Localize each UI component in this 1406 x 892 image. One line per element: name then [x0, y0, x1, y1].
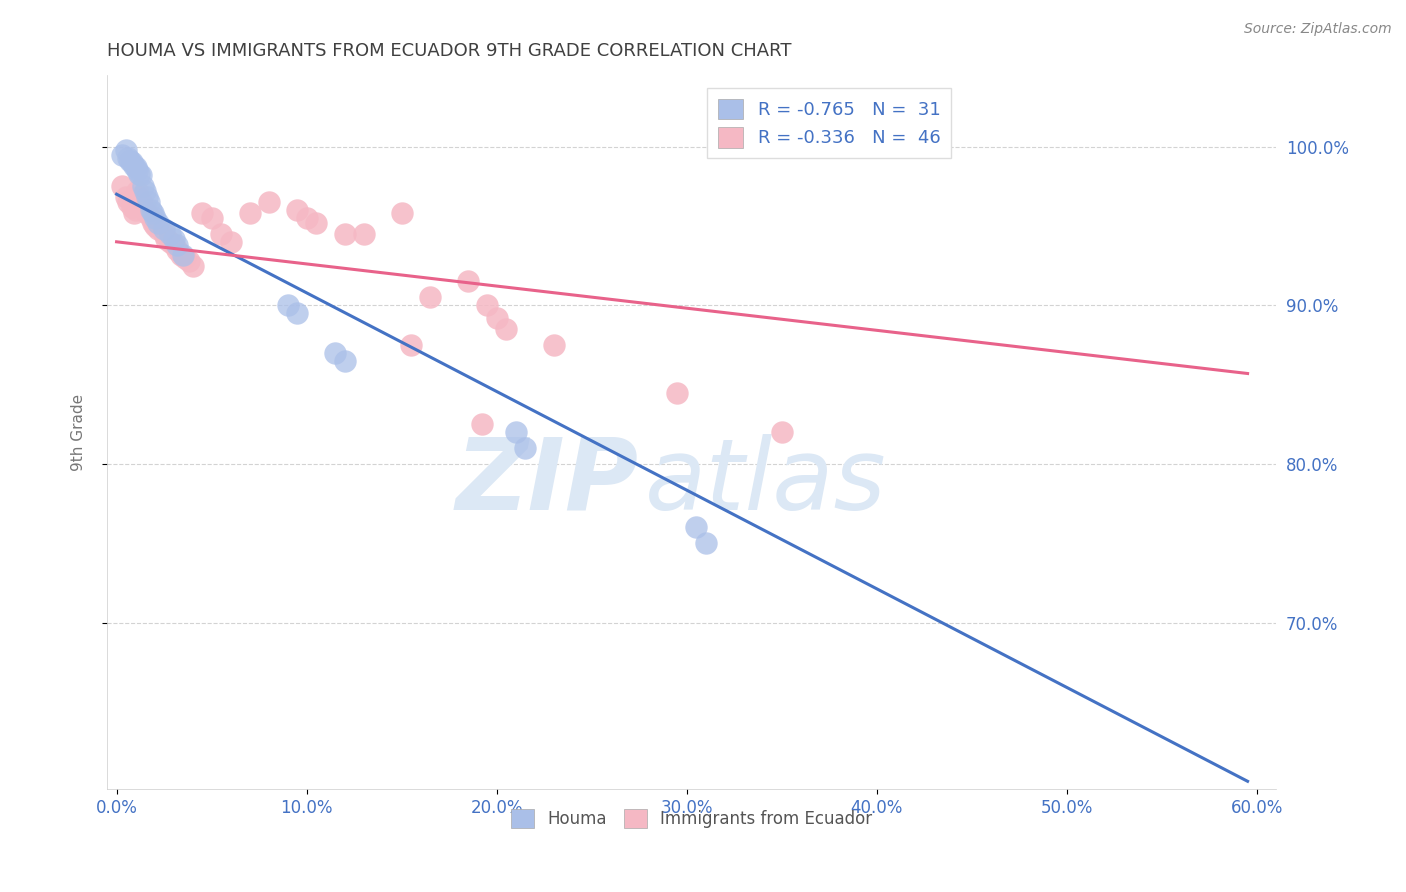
Point [129, 168, 152, 182]
Point [162, 232, 184, 246]
Point [666, 385, 689, 400]
Point [470, 417, 492, 432]
Point [219, 235, 242, 249]
Point [257, 195, 280, 210]
Point [191, 206, 214, 220]
Point [333, 227, 356, 241]
Point [295, 211, 318, 225]
Point [124, 203, 146, 218]
Point [153, 222, 176, 236]
Point [139, 203, 162, 218]
Point [129, 195, 152, 210]
Point [685, 520, 707, 534]
Point [148, 216, 170, 230]
Point [128, 190, 150, 204]
Point [124, 160, 146, 174]
Point [515, 441, 537, 455]
Point [201, 211, 224, 225]
Point [111, 179, 134, 194]
Point [239, 206, 262, 220]
Point [143, 211, 166, 225]
Point [132, 179, 155, 194]
Point [122, 206, 145, 220]
Point [166, 238, 188, 252]
Point [143, 219, 166, 233]
Point [333, 353, 356, 368]
Point [127, 184, 149, 198]
Text: Source: ZipAtlas.com: Source: ZipAtlas.com [1244, 22, 1392, 37]
Point [277, 298, 299, 312]
Point [285, 306, 308, 320]
Point [305, 216, 328, 230]
Point [155, 232, 177, 246]
Point [159, 227, 181, 241]
Point [138, 195, 160, 210]
Point [115, 143, 138, 157]
Point [495, 322, 517, 336]
Point [162, 238, 184, 252]
Legend: Houma, Immigrants from Ecuador: Houma, Immigrants from Ecuador [505, 802, 879, 834]
Text: ZIP: ZIP [456, 434, 638, 531]
Point [142, 216, 165, 230]
Point [166, 243, 188, 257]
Point [153, 227, 176, 241]
Point [127, 163, 149, 178]
Text: HOUMA VS IMMIGRANTS FROM ECUADOR 9TH GRADE CORRELATION CHART: HOUMA VS IMMIGRANTS FROM ECUADOR 9TH GRA… [107, 42, 792, 60]
Point [142, 206, 165, 220]
Point [770, 425, 793, 440]
Point [543, 338, 565, 352]
Point [505, 425, 527, 440]
Point [485, 310, 508, 325]
Point [139, 211, 162, 225]
Point [115, 190, 138, 204]
Point [136, 206, 159, 220]
Point [117, 151, 139, 165]
Point [457, 275, 479, 289]
Point [177, 253, 200, 268]
Point [134, 184, 156, 198]
Point [121, 200, 143, 214]
Point [170, 247, 193, 261]
Point [391, 206, 413, 220]
Point [695, 536, 717, 550]
Point [477, 298, 499, 312]
Point [121, 155, 143, 169]
Point [209, 227, 232, 241]
Point [148, 222, 170, 236]
Point [172, 247, 194, 261]
Point [181, 259, 204, 273]
Point [111, 147, 134, 161]
Point [128, 167, 150, 181]
Text: atlas: atlas [645, 434, 886, 531]
Point [174, 251, 197, 265]
Point [159, 235, 181, 249]
Point [285, 203, 308, 218]
Point [399, 338, 422, 352]
Point [122, 159, 145, 173]
Point [117, 195, 139, 210]
Point [353, 227, 375, 241]
Point [134, 200, 156, 214]
Point [118, 153, 141, 168]
Point [419, 290, 441, 304]
Y-axis label: 9th Grade: 9th Grade [72, 393, 86, 471]
Point [136, 190, 159, 204]
Point [323, 346, 346, 360]
